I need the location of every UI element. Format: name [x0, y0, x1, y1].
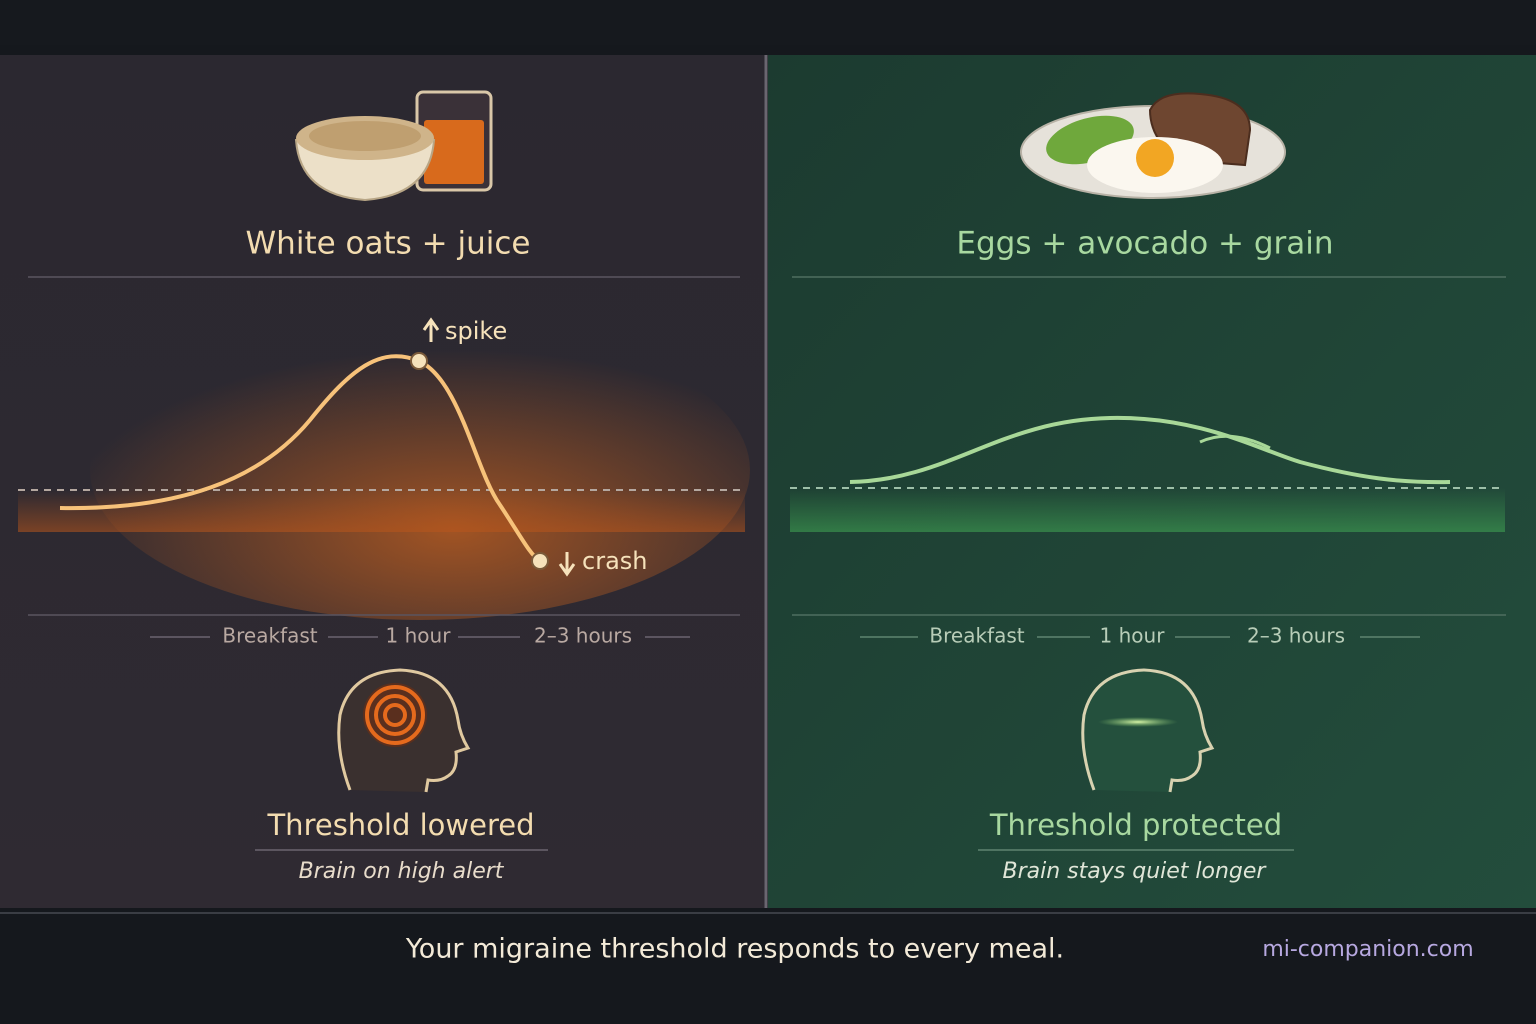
panel-title: Eggs + avocado + grain: [956, 226, 1333, 262]
glow: [90, 320, 750, 620]
status: Threshold protected: [989, 808, 1282, 842]
threshold-band: [18, 490, 745, 532]
peak-label: spike: [445, 317, 507, 345]
caption: Brain on high alert: [299, 859, 505, 884]
timeline-label: 2–3 hours: [534, 624, 632, 648]
up-arrow: [422, 317, 440, 342]
glucose-curve-echo: [1199, 434, 1271, 450]
top-bar: [0, 0, 1536, 45]
alert-head-icon: [337, 668, 471, 793]
glucose-curve: [59, 354, 542, 563]
timeline-label: Breakfast: [222, 624, 317, 648]
oats-juice-icon: [294, 90, 493, 202]
footer: [0, 912, 1536, 1024]
timeline-label: Breakfast: [929, 624, 1024, 648]
peak-dot: [410, 352, 428, 370]
trough-label: crash: [582, 547, 647, 575]
calm-head-icon: [1081, 668, 1215, 793]
threshold-band: [790, 488, 1505, 532]
status: Threshold lowered: [266, 808, 534, 842]
site-link[interactable]: mi-companion.com: [1262, 937, 1473, 962]
timeline-label: 1 hour: [386, 624, 452, 648]
trough-dot: [531, 552, 549, 570]
eggs-avocado-icon: [1020, 92, 1286, 199]
caption: Brain stays quiet longer: [1003, 859, 1268, 884]
timeline-label: 2–3 hours: [1247, 624, 1345, 648]
timeline-label: 1 hour: [1100, 624, 1166, 648]
tagline: Your migraine threshold responds to ever…: [405, 934, 1064, 965]
down-arrow: [558, 552, 576, 577]
panel-title: White oats + juice: [246, 226, 531, 262]
glucose-curve: [849, 415, 1451, 485]
